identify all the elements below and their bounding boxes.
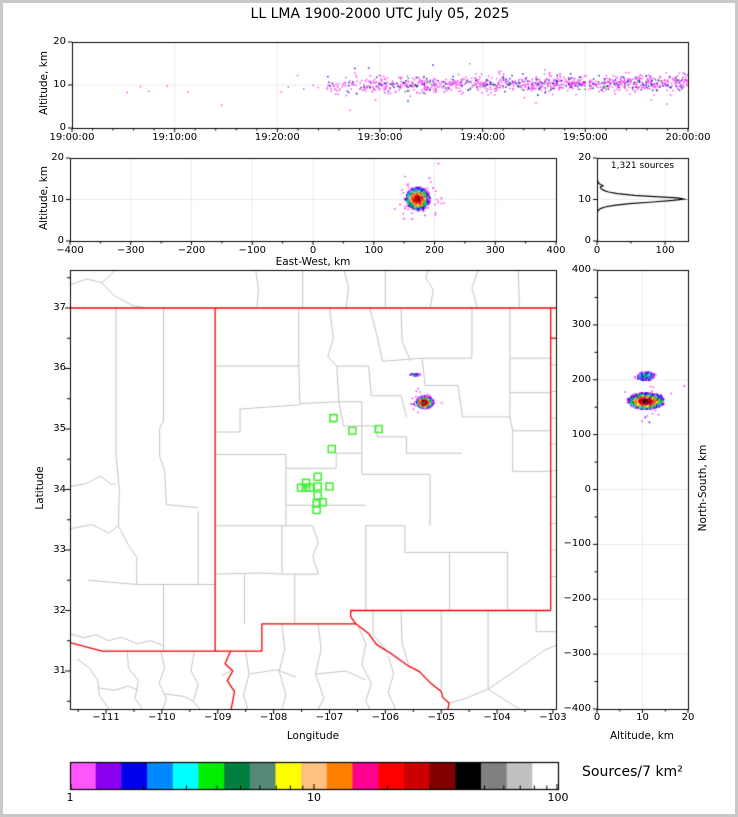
time-axis-tick-label: 19:50:00: [562, 132, 608, 143]
map-y-tick-label: 36: [53, 362, 66, 374]
map-x-tick-label: −110: [148, 712, 176, 723]
ns-y-tick-label: 0: [584, 483, 591, 495]
map-y-tick-label: 31: [53, 665, 66, 676]
ns-y-tick-label: 200: [571, 373, 591, 385]
ew-xlabel: East-West, km: [275, 256, 351, 268]
map-x-tick-label: −109: [204, 712, 232, 723]
time-axis-tick-label: 19:00:00: [49, 132, 95, 143]
colorbar-label: Sources/7 km²: [582, 764, 683, 780]
ns-y-tick-label: −100: [563, 538, 591, 550]
time-axis-tick-label: 19:40:00: [460, 132, 506, 143]
ns-y-tick-label: 300: [571, 318, 591, 330]
ns-x-tick-label: 20: [681, 712, 695, 723]
time-height-y-tick-label: 20: [53, 36, 66, 47]
colorbar-tick-label: 10: [307, 791, 321, 804]
map-x-tick-label: −106: [371, 712, 400, 723]
ns-y-tick-label: −300: [563, 648, 591, 660]
ew-height-y-tick-label: 0: [57, 235, 64, 246]
histogram-x-tick-label: 100: [655, 245, 675, 256]
time-axis-tick-label: 19:10:00: [152, 132, 198, 143]
ns-y-tick-label: 100: [571, 428, 591, 440]
time-axis-tick-label: 20:00:00: [665, 132, 711, 143]
colorbar-tick-label: 100: [547, 791, 569, 804]
histogram-x-tick-label: 0: [593, 245, 601, 256]
time-axis-tick-label: 19:30:00: [357, 132, 403, 143]
sources-count-annotation: 1,321 sources: [610, 161, 675, 171]
map-y-tick-label: 35: [53, 422, 66, 434]
map-y-tick-label: 33: [53, 544, 66, 555]
ew-axis-tick-label: 100: [364, 245, 384, 256]
map-x-tick-label: −104: [483, 712, 511, 723]
map-y-tick-label: 34: [53, 483, 66, 495]
ns-xlabel: Altitude, km: [609, 730, 674, 742]
colorbar-tick-label: 1: [66, 791, 74, 804]
ew-height-y-tick-label: 20: [51, 152, 64, 163]
map-xlabel: Longitude: [286, 730, 340, 742]
time-height-y-tick-label: 10: [53, 79, 66, 90]
ew-axis-tick-label: −300: [117, 245, 145, 256]
map-y-tick-label: 37: [53, 301, 66, 313]
time-axis-tick-label: 19:20:00: [254, 132, 300, 143]
ew-axis-tick-label: −400: [56, 245, 84, 256]
ew-height-y-tick-label: 10: [51, 193, 64, 205]
map-x-tick-label: −107: [315, 712, 344, 723]
ns-y-tick-label: −400: [563, 703, 591, 714]
histogram-y-tick-label: 20: [578, 152, 591, 163]
ew-axis-tick-label: 400: [546, 245, 566, 256]
map-x-tick-label: −103: [539, 712, 567, 723]
ns-y-tick-label: 400: [571, 264, 591, 275]
ns-x-tick-label: 0: [593, 712, 601, 723]
time-height-y-tick-label: 0: [59, 122, 66, 133]
ew-axis-tick-label: −100: [238, 245, 266, 256]
histogram-y-tick-label: 10: [578, 193, 591, 205]
map-x-tick-label: −108: [259, 712, 288, 723]
figure-title: LL LMA 1900-2000 UTC July 05, 2025: [250, 6, 510, 22]
ns-x-tick-label: 10: [636, 712, 649, 723]
ew-axis-tick-label: −200: [177, 245, 206, 256]
ew-axis-tick-label: 200: [424, 245, 445, 256]
map-x-tick-label: −111: [92, 712, 120, 723]
ns-ylabel: North-South, km: [697, 444, 709, 532]
ns-y-tick-label: −200: [563, 593, 591, 605]
map-x-tick-label: −105: [427, 712, 455, 723]
map-y-tick-label: 32: [53, 604, 66, 616]
histogram-y-tick-label: 0: [584, 235, 591, 246]
ew-axis-tick-label: 300: [485, 245, 505, 256]
ew-axis-tick-label: 0: [309, 245, 317, 256]
